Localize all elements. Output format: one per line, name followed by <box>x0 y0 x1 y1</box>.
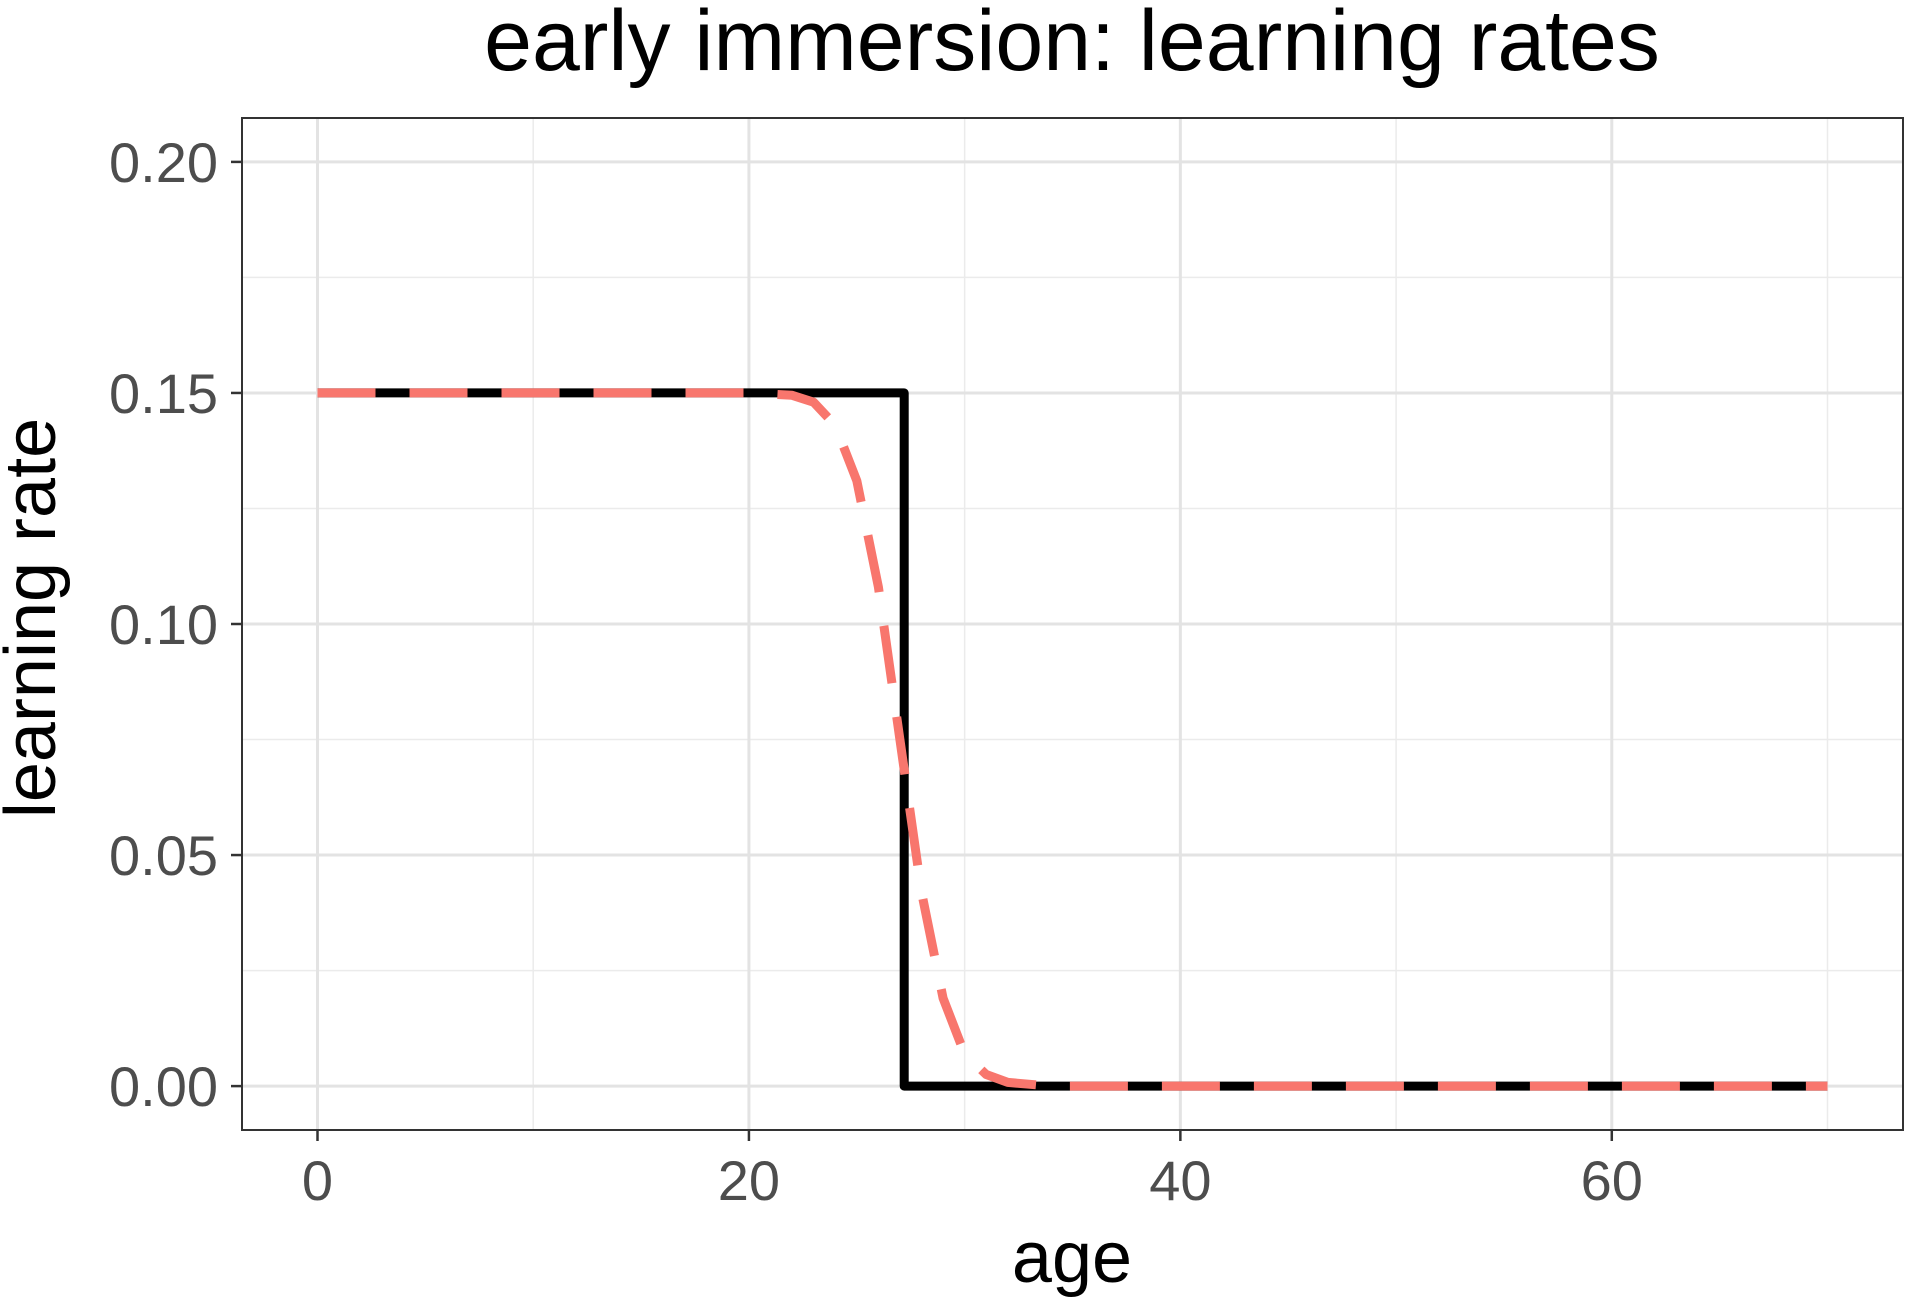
x-tick-label: 60 <box>1581 1149 1643 1212</box>
chart-title: early immersion: learning rates <box>484 0 1660 89</box>
series-line-2 <box>317 388 1828 1091</box>
y-axis-label: learning rate <box>0 418 71 818</box>
x-tick-label: 40 <box>1149 1149 1211 1212</box>
y-tick-label: 0.20 <box>109 131 218 194</box>
x-axis-label: age <box>1012 1218 1132 1298</box>
y-tick-label: 0.10 <box>109 593 218 656</box>
y-tick-label: 0.00 <box>109 1055 218 1118</box>
x-tick-label: 0 <box>302 1149 333 1212</box>
plot-area: 0 20 40 60 0.00 0.05 0.10 0.15 0.20 <box>109 117 1904 1212</box>
y-tick-label: 0.05 <box>109 824 218 887</box>
x-tick-label: 20 <box>718 1149 780 1212</box>
y-tick-label: 0.15 <box>109 362 218 425</box>
